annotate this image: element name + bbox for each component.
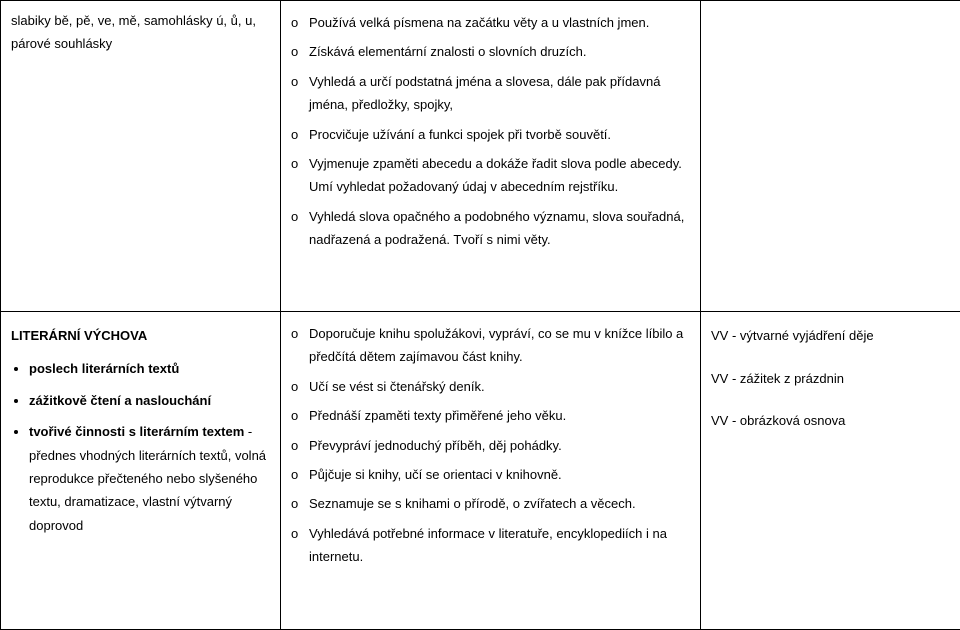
list-item: Procvičuje užívání a funkci spojek při t… bbox=[291, 123, 690, 146]
item-runon: - přednes vhodných literárních textů, vo… bbox=[29, 424, 266, 533]
list-item: Vyjmenuje zpaměti abecedu a dokáže řadit… bbox=[291, 152, 690, 199]
item-bold: poslech literárních textů bbox=[29, 361, 179, 376]
list-item: Vyhledá slova opačného a podobného význa… bbox=[291, 205, 690, 252]
content-table: slabiky bě, pě, ve, mě, samohlásky ú, ů,… bbox=[0, 0, 960, 630]
bottom-left-list: poslech literárních textů zážitkově čten… bbox=[29, 357, 270, 537]
bottom-middle-cell: Doporučuje knihu spolužákovi, vypráví, c… bbox=[281, 311, 701, 629]
list-item: tvořivé činnosti s literárním textem - p… bbox=[29, 420, 270, 537]
note: VV - obrázková osnova bbox=[711, 407, 950, 436]
top-left-cell: slabiky bě, pě, ve, mě, samohlásky ú, ů,… bbox=[1, 1, 281, 312]
page-root: slabiky bě, pě, ve, mě, samohlásky ú, ů,… bbox=[0, 0, 960, 630]
list-item: zážitkově čtení a naslouchání bbox=[29, 389, 270, 412]
bottom-middle-list: Doporučuje knihu spolužákovi, vypráví, c… bbox=[291, 322, 690, 569]
note: VV - zážitek z prázdnin bbox=[711, 365, 950, 394]
list-item: poslech literárních textů bbox=[29, 357, 270, 380]
top-middle-list: Používá velká písmena na začátku věty a … bbox=[291, 11, 690, 252]
item-bold: zážitkově čtení a naslouchání bbox=[29, 393, 211, 408]
list-item: Vyhledává potřebné informace v literatuř… bbox=[291, 522, 690, 569]
list-item: Převypráví jednoduchý příběh, děj pohádk… bbox=[291, 434, 690, 457]
bottom-left-cell: LITERÁRNÍ VÝCHOVA poslech literárních te… bbox=[1, 311, 281, 629]
list-item: Půjčuje si knihy, učí se orientaci v kni… bbox=[291, 463, 690, 486]
list-item: Vyhledá a určí podstatná jména a slovesa… bbox=[291, 70, 690, 117]
note: VV - výtvarné vyjádření děje bbox=[711, 322, 950, 351]
bottom-right-cell: VV - výtvarné vyjádření děje VV - zážite… bbox=[701, 311, 960, 629]
list-item: Doporučuje knihu spolužákovi, vypráví, c… bbox=[291, 322, 690, 369]
top-right-cell bbox=[701, 1, 960, 312]
section-heading: LITERÁRNÍ VÝCHOVA bbox=[11, 324, 270, 347]
item-bold: tvořivé činnosti s literárním textem bbox=[29, 424, 244, 439]
right-notes: VV - výtvarné vyjádření děje VV - zážite… bbox=[711, 322, 950, 436]
list-item: Učí se vést si čtenářský deník. bbox=[291, 375, 690, 398]
top-left-text: slabiky bě, pě, ve, mě, samohlásky ú, ů,… bbox=[11, 9, 270, 56]
top-middle-cell: Používá velká písmena na začátku věty a … bbox=[281, 1, 701, 312]
list-item: Používá velká písmena na začátku věty a … bbox=[291, 11, 690, 34]
list-item: Přednáší zpaměti texty přiměřené jeho vě… bbox=[291, 404, 690, 427]
list-item: Seznamuje se s knihami o přírodě, o zvíř… bbox=[291, 492, 690, 515]
list-item: Získává elementární znalosti o slovních … bbox=[291, 40, 690, 63]
